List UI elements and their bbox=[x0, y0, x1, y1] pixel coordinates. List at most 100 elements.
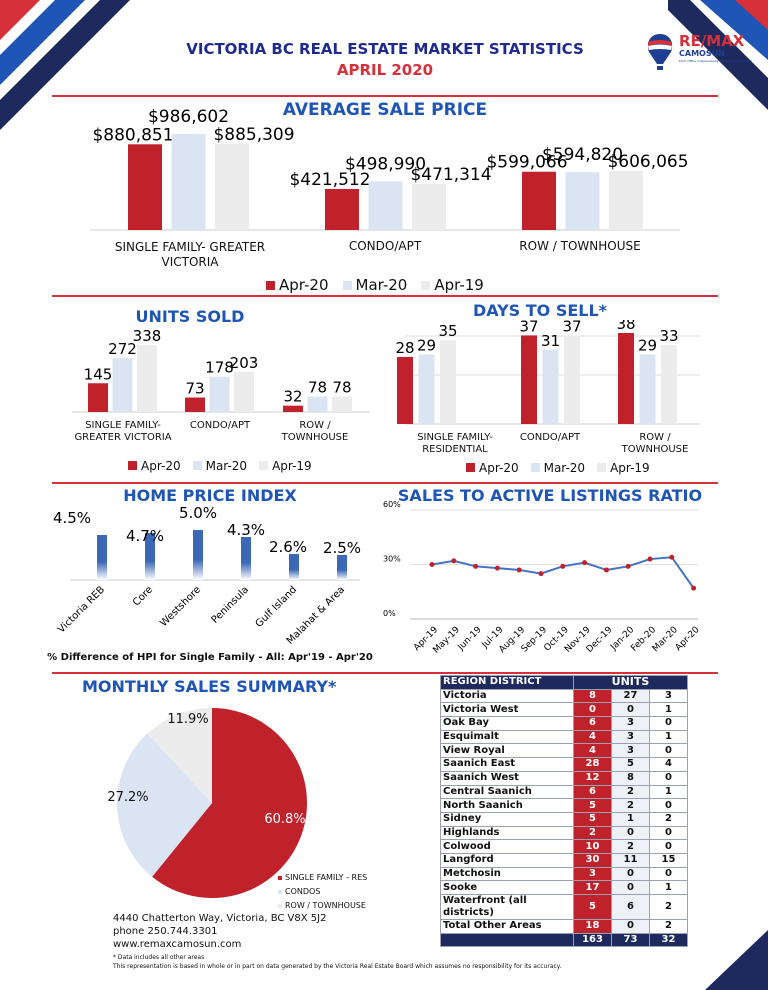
units-cat-1: SINGLE FAMILY- GREATER VICTORIA bbox=[74, 420, 172, 443]
units-mar20: 1 bbox=[611, 811, 650, 827]
bar-mar-20-0 bbox=[418, 354, 435, 424]
hpi-caption: % Difference of HPI for Single Family - … bbox=[47, 652, 373, 663]
units-mar20: 2 bbox=[611, 784, 650, 800]
bar-value-label: $606,065 bbox=[607, 152, 688, 172]
region-name: Saanich East bbox=[440, 757, 574, 772]
legend-apr20: Apr-20 bbox=[266, 276, 329, 294]
region-name: View Royal bbox=[440, 743, 574, 759]
units-apr20: 6 bbox=[573, 716, 612, 731]
region-table: REGION DISTRICT UNITS Victoria 8 27 3 Victor… bbox=[440, 675, 688, 948]
region-name: North Saanich bbox=[440, 798, 574, 813]
hpi-value-label: 4.5% bbox=[53, 509, 91, 527]
bar-value-label: 28 bbox=[395, 339, 414, 357]
legend-mar20: Mar-20 bbox=[192, 459, 247, 473]
table-row: Oak Bay 6 3 0 bbox=[440, 716, 688, 731]
ratio-point bbox=[429, 562, 435, 567]
pie-label: 11.9% bbox=[167, 712, 208, 727]
units-apr19: 1 bbox=[649, 729, 688, 745]
bar-mar-20-2 bbox=[307, 396, 328, 412]
region-name: Langford bbox=[440, 852, 574, 868]
bar-mar-20-0 bbox=[171, 134, 206, 230]
units-mar20: 11 bbox=[611, 852, 650, 868]
y-tick-label: 30% bbox=[383, 555, 401, 564]
ratio-point bbox=[603, 567, 609, 573]
units-mar20: 6 bbox=[611, 894, 650, 920]
region-name: Total Other Areas bbox=[440, 919, 574, 934]
bar-apr-20-2 bbox=[283, 405, 303, 412]
region-name: Victoria West bbox=[440, 702, 574, 718]
table-row: Sidney 5 1 2 bbox=[440, 811, 688, 827]
units-apr19: 0 bbox=[649, 839, 688, 854]
units-apr19: 0 bbox=[649, 866, 688, 882]
hpi-category-label: Core bbox=[131, 584, 155, 608]
x-tick-label: Jun-19 bbox=[456, 625, 484, 653]
legend-mar20: Mar-20 bbox=[342, 276, 407, 294]
ratio-line bbox=[431, 556, 695, 589]
disclaimer: This representation is based in whole or… bbox=[113, 963, 562, 970]
avg-cat-1: SINGLE FAMILY- GREATER VICTORIA bbox=[114, 240, 266, 269]
units-apr20: 30 bbox=[573, 852, 612, 868]
region-name: Victoria bbox=[440, 688, 574, 704]
bar-value-label: 338 bbox=[133, 327, 162, 345]
ratio-point bbox=[516, 567, 522, 573]
col-region: REGION DISTRICT bbox=[440, 675, 574, 690]
table-row: Sooke 17 0 1 bbox=[440, 880, 688, 895]
bar-value-label: 203 bbox=[230, 354, 259, 372]
days-cat-1: SINGLE FAMILY- RESIDENTIAL bbox=[417, 432, 493, 455]
table-row: Metchosin 3 0 0 bbox=[440, 866, 688, 882]
page-subtitle: APRIL 2020 bbox=[336, 61, 434, 79]
website-link[interactable]: www.remaxcamosun.com bbox=[113, 939, 242, 950]
bar-apr-19-0 bbox=[215, 143, 249, 230]
region-name: Sooke bbox=[440, 880, 574, 895]
legend-apr20: Apr-20 bbox=[466, 461, 519, 475]
units-cat-2: CONDO/APT bbox=[189, 420, 251, 431]
units-mar20: 3 bbox=[611, 729, 650, 745]
ratio-point bbox=[451, 558, 457, 564]
units-apr19: 0 bbox=[649, 798, 688, 813]
bar-value-label: 272 bbox=[108, 340, 137, 358]
units-apr19: 1 bbox=[649, 880, 688, 895]
region-name: Highlands bbox=[440, 825, 574, 841]
units-mar20: 0 bbox=[611, 702, 650, 718]
region-name: Saanich West bbox=[440, 770, 574, 786]
units-apr19: 1 bbox=[649, 784, 688, 800]
units-apr19: 2 bbox=[649, 894, 688, 920]
bar-value-label: $421,512 bbox=[289, 170, 370, 190]
avg-price-title: AVERAGE SALE PRICE bbox=[282, 100, 488, 120]
ratio-point bbox=[560, 563, 566, 569]
legend-apr20: Apr-20 bbox=[128, 459, 181, 473]
address: 4440 Chatterton Way, Victoria, BC V8X 5J… bbox=[113, 913, 327, 924]
units-legend: Apr-20 Mar-20 Apr-19 bbox=[128, 459, 312, 473]
units-apr20: 6 bbox=[573, 784, 612, 800]
bar-value-label: $471,314 bbox=[410, 165, 491, 185]
table-row: North Saanich 5 2 0 bbox=[440, 798, 688, 813]
units-mar20: 0 bbox=[611, 880, 650, 895]
bar-apr-19-1 bbox=[234, 371, 254, 412]
bar-mar-20-2 bbox=[565, 172, 600, 230]
totals-row: 163 73 32 bbox=[440, 932, 688, 948]
pie-legend-item: ROW / TOWNHOUSE bbox=[278, 899, 367, 913]
hpi-bar-4 bbox=[289, 554, 299, 580]
units-sold-chart: 145 73 32 272 178 78 338 203 78 bbox=[72, 327, 370, 413]
sales-ratio-chart: 0%30%60%Apr-19May-19Jun-19Jul-19Aug-19Se… bbox=[383, 500, 702, 656]
days-cat-3: ROW / TOWNHOUSE bbox=[621, 432, 689, 455]
units-apr20: 28 bbox=[573, 757, 612, 772]
region-name: Metchosin bbox=[440, 866, 574, 882]
bar-value-label: 78 bbox=[332, 379, 351, 397]
totals-label bbox=[440, 932, 574, 948]
bar-value-label: $986,602 bbox=[148, 107, 229, 127]
units-apr19: 0 bbox=[649, 770, 688, 786]
table-row: Victoria West 0 0 1 bbox=[440, 702, 688, 718]
bar-apr-20-1 bbox=[325, 188, 359, 230]
y-tick-label: 60% bbox=[383, 500, 401, 509]
units-sold-title: UNITS SOLD bbox=[135, 307, 245, 326]
avg-cat-3: ROW / TOWNHOUSE bbox=[519, 239, 641, 253]
bar-mar-20-1 bbox=[368, 181, 403, 230]
units-apr19: 0 bbox=[649, 743, 688, 759]
units-mar20: 2 bbox=[611, 798, 650, 813]
ratio-point bbox=[494, 565, 500, 571]
units-apr20: 8 bbox=[573, 688, 612, 704]
units-apr20: 17 bbox=[573, 880, 612, 895]
bar-apr-19-2 bbox=[332, 396, 352, 412]
bar-value-label: 78 bbox=[308, 379, 327, 397]
